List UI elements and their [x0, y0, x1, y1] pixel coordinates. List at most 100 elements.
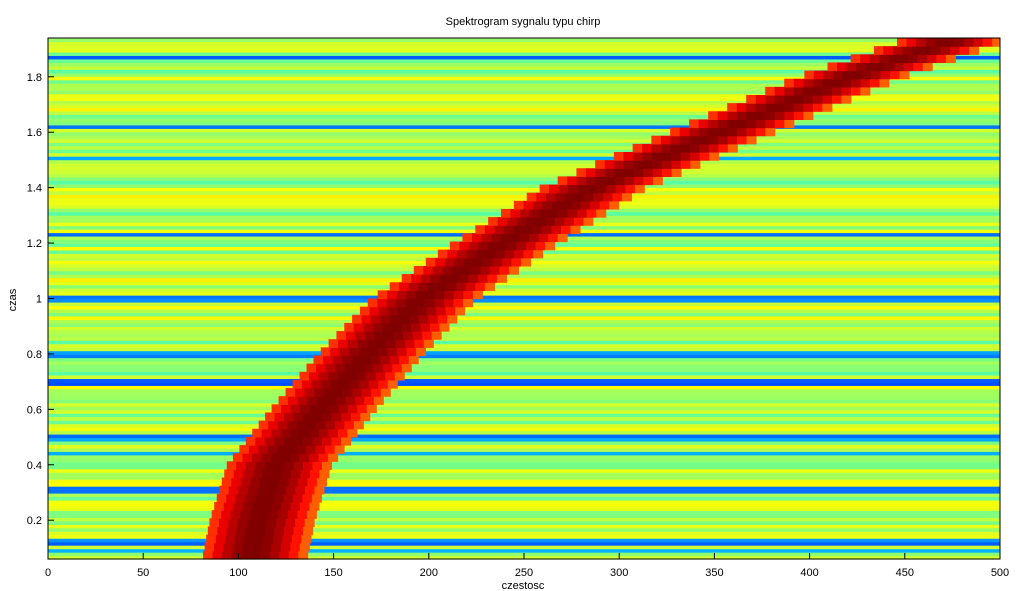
ridge-cell: [831, 86, 842, 96]
ridge-cell: [358, 347, 369, 357]
ridge-cell: [576, 168, 587, 177]
ridge-cell: [349, 347, 360, 357]
ridge-cell: [274, 461, 285, 471]
heatmap-row: [48, 538, 1000, 543]
ridge-cell: [359, 379, 370, 389]
ridge-cell: [309, 428, 320, 438]
ridge-cell: [302, 379, 313, 389]
ridge-cell: [541, 225, 552, 234]
ridge-cell: [316, 477, 327, 487]
ridge-cell: [573, 217, 584, 226]
heatmap-row: [48, 354, 1000, 359]
ridge-cell: [590, 200, 601, 210]
heatmap-row: [48, 97, 1000, 102]
ridge-cell: [869, 54, 880, 64]
ridge-cell: [494, 249, 505, 259]
ridge-cell: [604, 160, 615, 169]
ridge-cell: [396, 298, 407, 308]
ridge-cell: [671, 151, 682, 161]
ridge-cell: [679, 135, 690, 145]
ridge-cell: [271, 502, 282, 511]
ridge-cell: [851, 70, 862, 80]
ridge-cell: [516, 241, 527, 251]
ridge-cell: [309, 404, 320, 414]
heatmap-row: [48, 90, 1000, 95]
ridge-cell: [278, 477, 289, 487]
ridge-cell: [316, 396, 327, 405]
ridge-cell: [850, 78, 861, 88]
ridge-cell: [293, 526, 304, 536]
ridge-cell: [462, 233, 473, 243]
ridge-cell: [325, 420, 336, 430]
ridge-cell: [278, 396, 289, 405]
ridge-cell: [484, 225, 495, 234]
ridge-cell: [709, 151, 720, 161]
ridge-cell: [224, 469, 235, 479]
ridge-cell: [959, 46, 970, 55]
ridge-cell: [447, 249, 458, 259]
ridge-cell: [396, 290, 407, 300]
ridge-cell: [352, 388, 363, 397]
heatmap-row: [48, 520, 1000, 525]
ridge-cell: [339, 347, 350, 357]
ridge-cell: [633, 168, 644, 177]
ridge-cell: [437, 282, 448, 291]
ridge-cell: [698, 135, 709, 145]
y-tick-label: 1.8: [27, 72, 42, 84]
ridge-cell: [266, 518, 277, 528]
ridge-cell: [331, 436, 342, 446]
ridge-cell: [662, 168, 673, 177]
heatmap-row: [48, 149, 1000, 154]
ridge-cell: [264, 526, 275, 536]
heatmap-row: [48, 159, 1000, 164]
ridge-cell: [340, 379, 351, 389]
heatmap-row: [48, 510, 1000, 515]
ridge-cell: [263, 534, 274, 544]
ridge-cell: [860, 54, 871, 64]
ridge-cell: [323, 388, 334, 397]
heatmap-row: [48, 506, 1000, 511]
ridge-cell: [407, 306, 418, 316]
ridge-cell: [446, 282, 457, 291]
ridge-cell: [812, 103, 823, 112]
ridge-cell: [625, 184, 636, 194]
ridge-cell: [430, 274, 441, 283]
ridge-cell: [727, 135, 738, 145]
ridge-cell: [699, 143, 710, 153]
ridge-cell: [442, 265, 453, 275]
ridge-cell: [415, 290, 426, 300]
ridge-cell: [551, 200, 563, 210]
ridge-cell: [363, 363, 374, 373]
ridge-cell: [316, 363, 327, 373]
heatmap-row: [48, 93, 1000, 98]
ridge-cell: [276, 485, 287, 495]
ridge-cell: [435, 257, 446, 267]
ridge-cell: [532, 200, 543, 210]
ridge-cell: [214, 502, 225, 511]
ridge-cell: [340, 436, 352, 446]
ridge-cell: [239, 445, 250, 454]
heatmap-row: [48, 361, 1000, 366]
ridge-cell: [708, 127, 719, 137]
ridge-cell: [342, 355, 353, 365]
ridge-cell: [982, 38, 993, 47]
ridge-cell: [587, 184, 598, 194]
ridge-cell: [370, 355, 381, 365]
x-tick-label: 0: [45, 567, 51, 579]
ridge-cell: [520, 208, 531, 218]
ridge-cell: [226, 526, 237, 536]
ridge-cell: [580, 200, 591, 210]
heatmap-row: [48, 413, 1000, 418]
heatmap-row: [48, 430, 1000, 435]
ridge-cell: [311, 379, 322, 389]
ridge-cell: [717, 127, 728, 137]
ridge-cell: [259, 477, 270, 487]
heatmap-row: [48, 395, 1000, 400]
ridge-cell: [475, 282, 486, 291]
ridge-cell: [803, 78, 814, 88]
heatmap-row: [48, 447, 1000, 452]
heatmap-row: [48, 409, 1000, 414]
ridge-cell: [330, 347, 341, 357]
ridge-cell: [746, 119, 757, 129]
ridge-cell: [823, 70, 834, 80]
